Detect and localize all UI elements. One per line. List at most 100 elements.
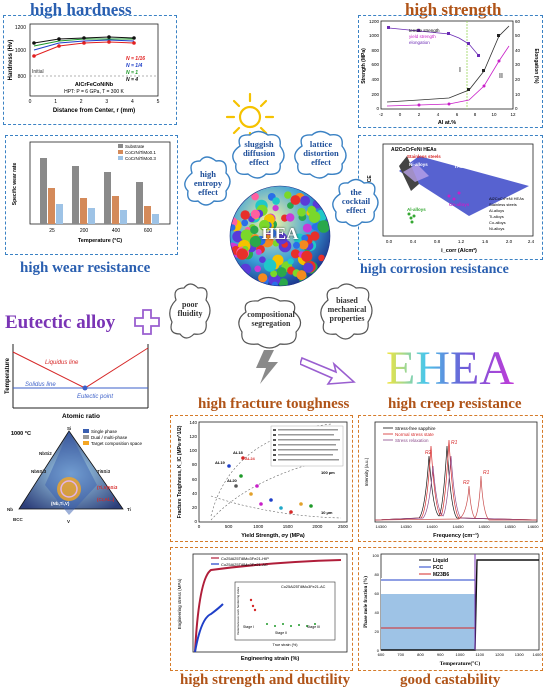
region-one: I <box>459 67 461 74</box>
atom-ball <box>284 191 292 199</box>
corrosion-xtick: 2.4 <box>528 239 535 244</box>
ternary-label: Nb5Si3 <box>31 469 47 474</box>
fracture-ytick: 0 <box>194 519 197 524</box>
atom-ball <box>318 254 325 262</box>
cast-xtick: 800 <box>417 652 424 657</box>
panel-ductility: Co25Al25Ti8Mo3Fe21-HIP Co25Al25Ti8Mo3Fe2… <box>170 547 353 671</box>
creep-xtick: 14400 <box>426 524 438 529</box>
atom-ball <box>297 207 306 217</box>
solidus-label: Solidus line <box>25 382 56 388</box>
ternary-label: Si <box>67 426 71 431</box>
panel-castability: Liquid FCC M23B6 600 700 800 900 1000 11… <box>358 547 543 671</box>
fracture-xtick: 1000 <box>253 524 264 529</box>
atom-ball <box>307 205 316 215</box>
ternary-label: Nb <box>7 507 13 512</box>
atom-ball <box>293 241 300 249</box>
strength-xtick: 10 <box>491 112 497 117</box>
atom-ball <box>251 192 259 201</box>
wear-bars <box>40 158 159 224</box>
region-two: II <box>499 73 503 80</box>
atom-ball <box>303 262 314 273</box>
effect-high-entropy: high entropy effect <box>193 169 223 197</box>
panel-hardness: Initial 800 1000 1200 0 1 2 3 4 5 AlCrFe… <box>3 15 177 125</box>
label-ti: Ti-alloys <box>454 164 473 169</box>
ternary-label: V <box>67 519 70 524</box>
ternary-label: Ti <box>127 507 131 512</box>
atom-ball <box>249 235 262 248</box>
panel-fracture: AL18 AL19 AL20 AL24 100 µm 10 µm 0 500 1… <box>170 415 353 542</box>
ehea-title: EHEA <box>386 342 514 395</box>
atom-ball <box>270 270 278 278</box>
strength-y2tick: 60 <box>515 19 521 24</box>
strength-ytick: 800 <box>371 48 379 53</box>
issue-poor-fluidity: poor fluidity <box>177 300 203 318</box>
strength-y2tick: 40 <box>515 48 521 53</box>
corrosion-legend: Stainless steels <box>489 202 517 207</box>
fracture-label-al18: AL18 <box>233 450 244 455</box>
cast-xlabel: Temperature(°C) <box>440 660 481 667</box>
strength-ytick: 200 <box>371 92 379 97</box>
inset-legend: Co25Al25Ti8Mo3Fe21-AC <box>281 585 326 589</box>
hardness-ytick: 1200 <box>15 25 26 31</box>
legend-n1-16: N = 1/16 <box>126 56 145 62</box>
strength-chart: I II tensile strength yield strength elo… <box>361 19 539 126</box>
corrosion-xtick: 1.6 <box>482 239 489 244</box>
title-high-hardness: high hardness <box>30 0 132 19</box>
corrosion-legend: Co-alloys <box>489 220 506 225</box>
strength-xtick: 2 <box>418 112 421 117</box>
issue-segregation: compositional segregation <box>247 310 295 328</box>
strength-y2tick: 20 <box>515 77 521 82</box>
strength-y2tick: 0 <box>515 106 518 111</box>
cast-chart: Liquid FCC M23B6 600 700 800 900 1000 11… <box>364 553 542 667</box>
hea-label: HEA <box>261 224 299 243</box>
eutectic-point-label: Eutectic point <box>77 394 113 400</box>
strength-ytick: 1000 <box>369 33 380 38</box>
atom-ball <box>240 229 253 242</box>
strength-ylabel: Strength (MPa) <box>361 48 367 84</box>
atom-ball <box>239 263 252 275</box>
stage-one: Stage I <box>243 625 254 629</box>
atom-ball <box>278 278 289 286</box>
cloud-high-entropy <box>184 156 231 206</box>
plus-icon <box>134 309 160 335</box>
strength-xtick: -2 <box>379 112 383 117</box>
effect-lattice: lattice distortion effect <box>303 139 339 167</box>
cast-legend-m23b6: M23B6 <box>433 572 449 578</box>
creep-ylabel: Intensity (a.u.) <box>364 457 369 486</box>
atom-ball <box>301 250 313 262</box>
creep-xtick: 14350 <box>400 524 412 529</box>
label-al: Al-alloys <box>407 207 426 212</box>
atom-ball <box>258 273 268 283</box>
fracture-xtick: 2500 <box>338 524 349 529</box>
strength-xtick: 4 <box>437 112 440 117</box>
hardness-xtick: 1 <box>54 99 57 105</box>
peak-r2: R2 <box>425 450 432 456</box>
corrosion-xtick: 0.4 <box>410 239 417 244</box>
hardness-condition: HPT: P = 6 GPa, T = 300 K <box>64 89 124 95</box>
fracture-ytick: 60 <box>192 477 198 482</box>
title-high-corrosion: high corrosion resistance <box>360 262 509 277</box>
cast-xtick: 1400 <box>533 652 542 657</box>
creep-legend-stress-free: Stress-free sapphire <box>395 426 436 431</box>
fracture-ytick: 100 <box>189 448 197 453</box>
cloud-poor-fluidity <box>169 283 211 339</box>
legend-n1-4: N = 1/4 <box>126 63 142 69</box>
effect-cocktail: the cocktail effect <box>341 187 371 215</box>
corrosion-legend: Al-alloys <box>489 208 504 213</box>
ductility-legend-hip: Co25Al25Ti8Mo3Fe21-HIP <box>221 556 269 561</box>
fracture-ytick: 80 <box>192 462 198 467</box>
atom-ball <box>236 248 248 260</box>
legend-yield: yield strength <box>409 34 436 39</box>
ductility-legend-ac: Co25Al25Ti8Mo3Fe21-AC <box>221 562 268 567</box>
ductility-xlabel: Engineering strain (%) <box>241 656 300 662</box>
ternary-label: NbSi2 <box>39 451 52 456</box>
panel-wear: Substrate CoCrNiTiMo0.1 CoCrNiTiMo0.3 25… <box>5 135 178 255</box>
hardness-alloy: AlCrFeCoNiNb <box>75 82 114 88</box>
creep-legend-relaxation: Stress relaxation <box>395 438 429 443</box>
creep-xtick: 14550 <box>504 524 516 529</box>
atom-ball <box>241 219 249 227</box>
legend-n4: N = 4 <box>126 77 138 83</box>
corrosion-xtick: 0.0 <box>386 239 393 244</box>
cast-xtick: 1300 <box>515 652 525 657</box>
cloud-sluggish <box>232 130 285 179</box>
